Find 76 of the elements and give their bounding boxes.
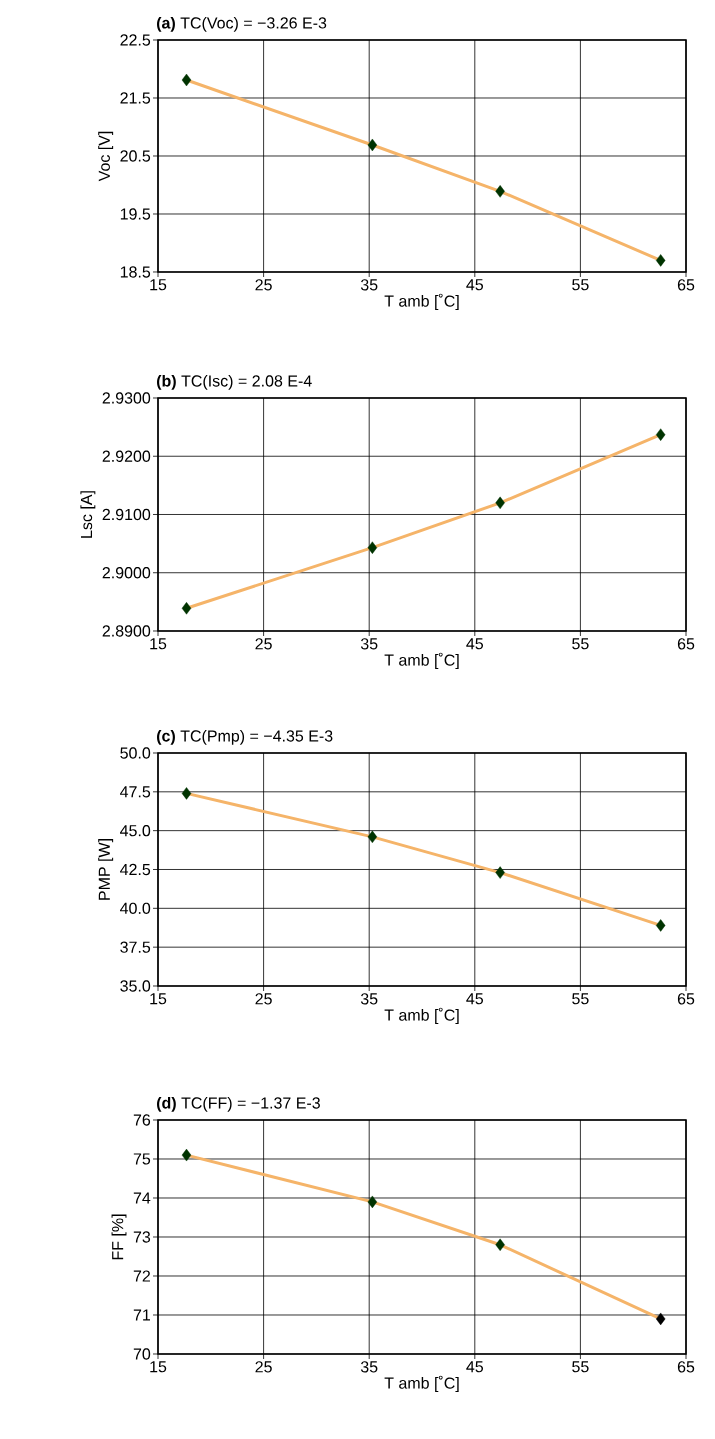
y-tick-label: 22.5 — [120, 34, 151, 46]
x-tick-label: 25 — [255, 1361, 272, 1373]
y-tick-label: 18.5 — [120, 266, 151, 278]
y-tick-label: 47.5 — [120, 786, 151, 798]
x-tick-label: 65 — [677, 1361, 695, 1373]
chart-title: (d) TC(FF) = −1.37 E-3 — [157, 1096, 320, 1112]
x-tick-label: 15 — [150, 638, 167, 650]
x-tick-label: 45 — [466, 279, 484, 291]
x-axis-title: T amb [˚C] — [384, 293, 459, 310]
y-tick-label: 75 — [133, 1153, 151, 1165]
y-tick-label: 45.0 — [120, 825, 151, 837]
x-axis-title: T amb [˚C] — [384, 1375, 459, 1392]
y-tick-label: 2.9000 — [102, 567, 151, 579]
y-tick-label: 73 — [133, 1231, 151, 1243]
x-tick-label: 35 — [360, 279, 378, 291]
x-tick-label: 15 — [150, 1361, 167, 1373]
point — [181, 787, 192, 800]
x-tick-label: 65 — [677, 638, 695, 650]
y-tick-label: 2.9300 — [102, 392, 151, 404]
point — [367, 830, 378, 844]
point — [655, 428, 666, 441]
chart-title: (b) TC(Isc) = 2.08 E-4 — [157, 374, 312, 390]
point — [495, 1238, 505, 1251]
y-axis-title: Voc [V] — [98, 131, 114, 182]
y-axis-title: PMP [W] — [98, 839, 114, 900]
x-tick-label: 35 — [360, 993, 378, 1005]
point — [367, 138, 378, 152]
y-tick-label: 35.0 — [120, 980, 151, 992]
chart-title: (a) TC(Voc) = −3.26 E-3 — [157, 16, 327, 32]
y-tick-label: 50.0 — [120, 747, 151, 759]
x-axis-title: T amb [˚C] — [384, 652, 459, 669]
point — [655, 254, 666, 267]
y-tick-label: 76 — [133, 1114, 151, 1126]
x-tick-label: 25 — [255, 638, 272, 650]
x-tick-label: 55 — [572, 638, 589, 650]
point — [181, 602, 192, 615]
y-tick-label: 71 — [133, 1309, 151, 1321]
x-tick-label: 55 — [572, 1361, 589, 1373]
y-tick-label: 70 — [133, 1348, 151, 1360]
x-tick-label: 15 — [150, 993, 167, 1005]
y-tick-label: 2.9200 — [102, 450, 151, 462]
x-tick-label: 55 — [572, 993, 589, 1005]
x-tick-label: 35 — [360, 638, 378, 650]
point — [495, 496, 505, 510]
y-tick-label: 37.5 — [120, 941, 151, 953]
y-tick-label: 74 — [133, 1192, 151, 1204]
x-tick-label: 45 — [466, 993, 484, 1005]
x-axis-title: T amb [˚C] — [384, 1007, 459, 1024]
y-tick-label: 42.5 — [120, 863, 151, 876]
point — [495, 185, 505, 198]
x-tick-label: 25 — [255, 279, 272, 291]
x-tick-label: 15 — [150, 279, 167, 291]
point — [655, 1312, 666, 1326]
point — [181, 1148, 192, 1162]
y-tick-label: 2.8900 — [102, 625, 151, 637]
x-tick-label: 35 — [360, 1361, 378, 1373]
point — [367, 541, 378, 554]
y-axis-title: FF [%] — [111, 1214, 127, 1260]
x-tick-label: 65 — [677, 279, 695, 291]
y-tick-label: 2.9100 — [102, 508, 151, 521]
point — [181, 73, 192, 87]
point — [495, 866, 505, 879]
y-tick-label: 72 — [133, 1270, 150, 1282]
point — [655, 919, 666, 932]
x-tick-label: 65 — [677, 993, 695, 1005]
y-tick-label: 21.5 — [120, 92, 151, 104]
y-tick-label: 20.5 — [120, 150, 151, 162]
y-tick-label: 19.5 — [120, 208, 151, 220]
y-tick-label: 40.0 — [120, 902, 151, 914]
x-tick-label: 45 — [466, 638, 484, 650]
x-tick-label: 25 — [255, 993, 272, 1005]
point — [367, 1195, 378, 1209]
x-tick-label: 55 — [572, 279, 589, 291]
x-tick-label: 45 — [466, 1361, 484, 1373]
y-axis-title: Lsc [A] — [80, 491, 96, 538]
chart-title: (c) TC(Pmp) = −4.35 E-3 — [157, 729, 333, 745]
